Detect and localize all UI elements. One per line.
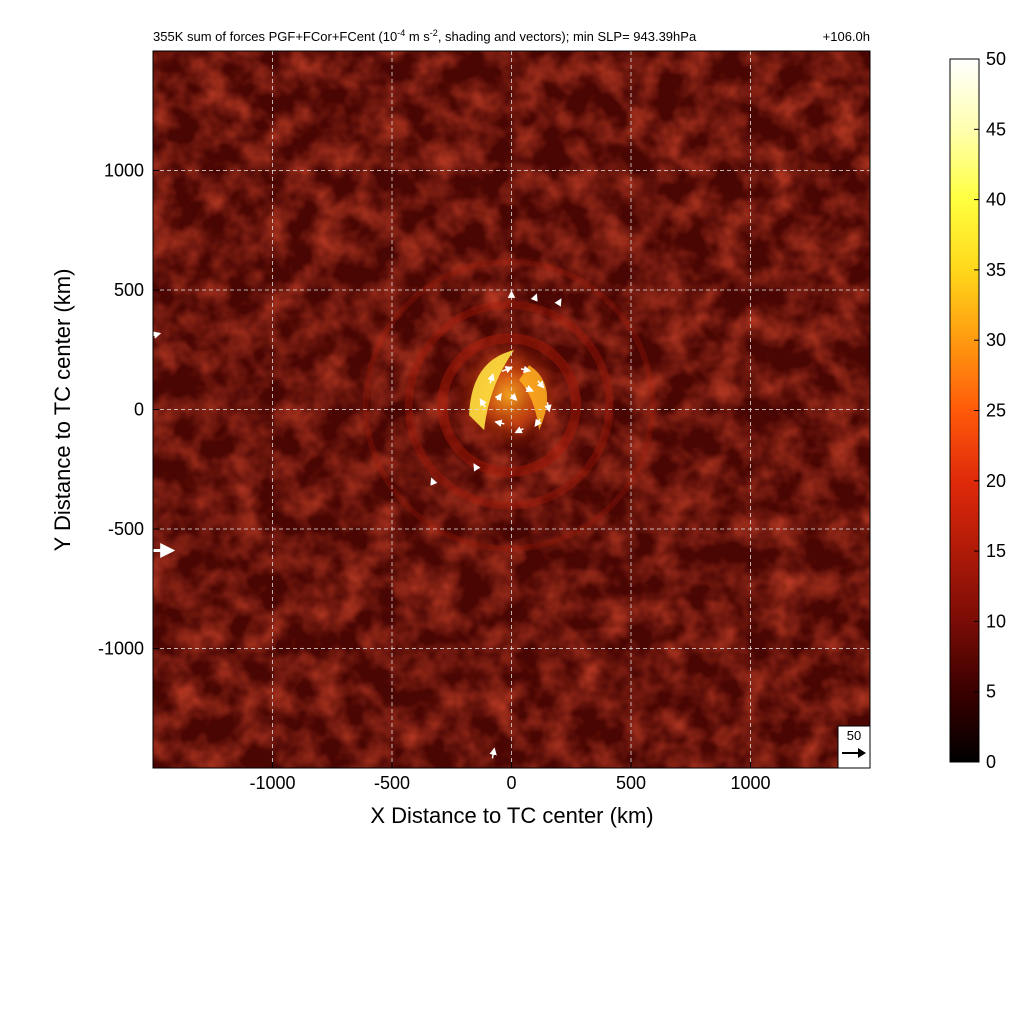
x-tick-label: -1000 [249,773,295,793]
force-vector [153,331,162,339]
x-tick-label: 1000 [730,773,770,793]
colorbar-ticks: 0 5 10 15 20 25 30 35 40 45 50 [974,49,1006,772]
force-vector [494,392,502,402]
colorbar-tick-label: 45 [986,119,1006,139]
force-vector [514,426,524,434]
gridlines [153,51,870,768]
colorbar-tick-label: 10 [986,611,1006,631]
force-vector [430,477,438,486]
y-tick-label: -1000 [98,639,144,659]
colorbar-tick-label: 20 [986,471,1006,491]
reference-vector-key: 50 [837,725,871,769]
force-vector [554,298,562,307]
reference-vector-arrowhead [858,748,866,758]
force-vector [494,419,505,427]
x-tick-label: 500 [616,773,646,793]
y-tick-label: 0 [134,400,144,420]
colorbar-tick-label: 5 [986,682,996,702]
chart-title: 355K sum of forces PGF+FCor+FCent (10-4 … [153,28,697,44]
x-axis-ticks: -1000 -500 0 500 1000 [249,762,771,793]
x-axis-label: X Distance to TC center (km) [370,803,653,828]
colorbar: 0 5 10 15 20 25 30 35 40 45 50 [949,49,1006,772]
force-vector [520,365,532,374]
y-tick-label: -500 [108,519,144,539]
reference-vector-box [837,725,871,769]
force-vector [534,418,542,428]
force-vector [473,463,481,472]
eyewall-max [469,350,515,431]
colorbar-tick-label: 30 [986,330,1006,350]
y-axis-ticks: -1000 -500 0 500 1000 [98,161,159,659]
force-vector [489,747,497,759]
colorbar-tick-label: 25 [986,401,1006,421]
colorbar-tick-label: 50 [986,49,1006,69]
colorbar-tick-label: 40 [986,190,1006,210]
storm-core [448,334,570,456]
colorbar-tick-label: 15 [986,541,1006,561]
force-vector [544,402,552,413]
force-vector [536,380,545,389]
rainband [404,300,614,510]
y-tick-label: 1000 [104,161,144,181]
colorbar-tick-label: 0 [986,752,996,772]
force-vector [530,293,538,302]
colorbar-tick-label: 35 [986,260,1006,280]
y-tick-label: 500 [114,280,144,300]
plot-area [153,51,870,768]
reference-vector-label: 50 [847,728,861,743]
x-tick-label: -500 [374,773,410,793]
force-vector [509,393,518,402]
force-vector [487,373,495,384]
force-vector [501,366,513,374]
force-vector [479,398,487,408]
y-axis-label: Y Distance to TC center (km) [50,269,75,552]
force-vectors [153,290,562,759]
time-label: +106.0h [823,29,870,44]
force-vector [525,385,534,392]
x-tick-label: 0 [506,773,516,793]
rainband [362,258,656,552]
